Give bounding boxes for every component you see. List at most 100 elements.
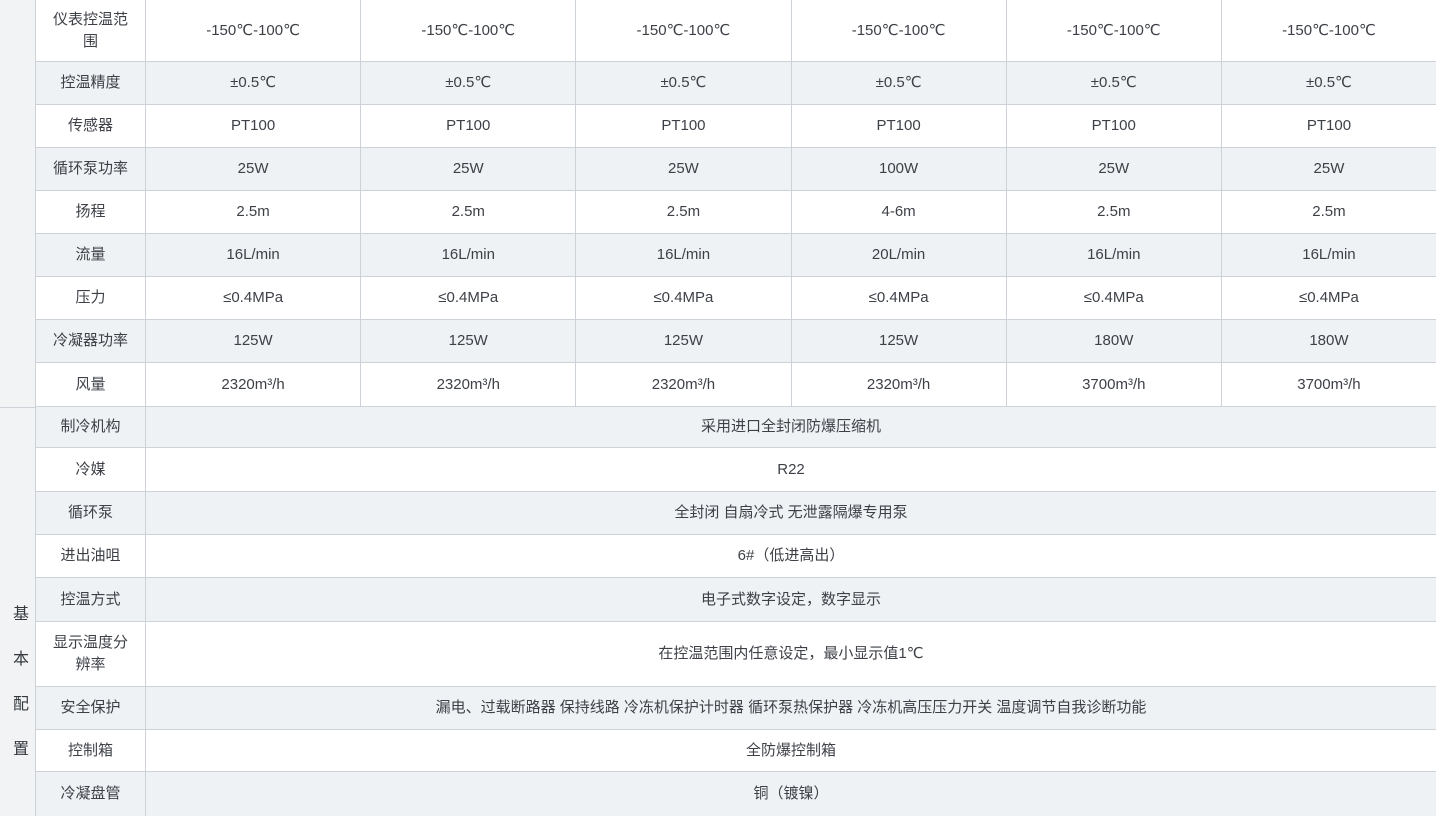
config-row-label: 显示温度分辨率 [36, 622, 146, 687]
spec-tables: 仪表控温范围 -150℃-100℃ -150℃-100℃ -150℃-100℃ -150… [36, 0, 1436, 816]
config-row: 冷媒 R22 [36, 448, 1436, 492]
left-section-strip-basic-config: 基本配置 [0, 407, 36, 816]
spec-row-label: 风量 [36, 363, 146, 407]
spec-value-cell: PT100 [146, 105, 362, 148]
spec-value-cell: 2320m³/h [791, 363, 1007, 407]
spec-value-cell: 2.5m [1221, 191, 1436, 234]
spec-row-label: 冷凝器功率 [36, 320, 146, 363]
config-value-cell: R22 [146, 448, 1436, 492]
spec-value-cell: 2320m³/h [576, 363, 792, 407]
spec-row-label: 压力 [36, 277, 146, 320]
config-value-cell: 采用进口全封闭防爆压缩机 [146, 407, 1436, 448]
config-row: 循环泵 全封闭 自扇冷式 无泄露隔爆专用泵 [36, 492, 1436, 535]
spec-value-cell: 2.5m [576, 191, 792, 234]
spec-row-label: 流量 [36, 234, 146, 277]
spec-value-cell: 3700m³/h [1006, 363, 1222, 407]
config-row-label: 安全保护 [36, 687, 146, 730]
spec-value-cell: 16L/min [576, 234, 792, 277]
spec-value-cell: 180W [1006, 320, 1222, 363]
spec-value-cell: ≤0.4MPa [146, 277, 362, 320]
spec-value-cell: -150℃-100℃ [1221, 0, 1436, 62]
spec-row: 仪表控温范围 -150℃-100℃ -150℃-100℃ -150℃-100℃ -150… [36, 0, 1436, 62]
spec-value-cell: PT100 [1221, 105, 1436, 148]
spec-value-cell: ±0.5℃ [576, 62, 792, 105]
config-row-label: 冷媒 [36, 448, 146, 492]
config-row-label: 冷凝盘管 [36, 772, 146, 816]
spec-value-cell: ±0.5℃ [361, 62, 577, 105]
spec-value-cell: -150℃-100℃ [361, 0, 577, 62]
spec-row-label: 仪表控温范围 [36, 0, 146, 62]
config-row-label: 循环泵 [36, 492, 146, 535]
config-row: 制冷机构 采用进口全封闭防爆压缩机 [36, 407, 1436, 448]
spec-value-cell: 2.5m [1006, 191, 1222, 234]
config-row-label: 控温方式 [36, 578, 146, 622]
spec-value-cell: 2.5m [361, 191, 577, 234]
spec-value-cell: ≤0.4MPa [361, 277, 577, 320]
config-value-cell: 全防爆控制箱 [146, 730, 1436, 772]
spec-value-cell: 125W [576, 320, 792, 363]
spec-value-cell: 25W [1221, 148, 1436, 191]
basic-config-table: 制冷机构 采用进口全封闭防爆压缩机 冷媒 R22 循环泵 全封闭 自扇冷式 无泄露隔爆专用… [36, 407, 1436, 816]
spec-value-cell: 100W [791, 148, 1007, 191]
spec-row-label: 传感器 [36, 105, 146, 148]
config-value-cell: 6#（低进高出） [146, 535, 1436, 578]
config-value-cell: 漏电、过载断路器 保持线路 冷冻机保护计时器 循环泵热保护器 冷冻机高压压力开关… [146, 687, 1436, 730]
config-row: 显示温度分辨率 在控温范围内任意设定，最小显示值1℃ [36, 622, 1436, 687]
config-row-label: 控制箱 [36, 730, 146, 772]
spec-row: 循环泵功率 25W 25W 25W 100W 25W 25W [36, 148, 1436, 191]
spec-value-cell: 25W [361, 148, 577, 191]
spec-value-cell: PT100 [576, 105, 792, 148]
spec-value-cell: ±0.5℃ [1221, 62, 1436, 105]
spec-value-cell: 25W [576, 148, 792, 191]
spec-value-cell: 25W [1006, 148, 1222, 191]
config-value-cell: 全封闭 自扇冷式 无泄露隔爆专用泵 [146, 492, 1436, 535]
spec-value-cell: 16L/min [1221, 234, 1436, 277]
config-row-label: 进出油咀 [36, 535, 146, 578]
spec-value-cell: ±0.5℃ [146, 62, 362, 105]
spec-value-cell: 125W [146, 320, 362, 363]
spec-value-cell: 2320m³/h [146, 363, 362, 407]
left-section-strip-top [0, 0, 36, 407]
spec-value-cell: 16L/min [146, 234, 362, 277]
section-label-basic-config: 基本配置 [10, 605, 27, 785]
spec-row-label: 控温精度 [36, 62, 146, 105]
spec-value-cell: ≤0.4MPa [576, 277, 792, 320]
config-row: 控制箱 全防爆控制箱 [36, 730, 1436, 772]
config-row-label: 制冷机构 [36, 407, 146, 448]
spec-value-cell: ≤0.4MPa [791, 277, 1007, 320]
spec-row-label: 循环泵功率 [36, 148, 146, 191]
spec-value-cell: 3700m³/h [1221, 363, 1436, 407]
spec-value-cell: 16L/min [361, 234, 577, 277]
spec-row: 控温精度 ±0.5℃ ±0.5℃ ±0.5℃ ±0.5℃ ±0.5℃ ±0.5℃ [36, 62, 1436, 105]
spec-value-cell: 2.5m [146, 191, 362, 234]
spec-value-cell: 180W [1221, 320, 1436, 363]
config-value-cell: 铜（镀镍） [146, 772, 1436, 816]
spec-value-cell: -150℃-100℃ [1006, 0, 1222, 62]
spec-row: 压力 ≤0.4MPa ≤0.4MPa ≤0.4MPa ≤0.4MPa ≤0.4MPa ≤0.… [36, 277, 1436, 320]
spec-value-cell: 4-6m [791, 191, 1007, 234]
technical-spec-table: 仪表控温范围 -150℃-100℃ -150℃-100℃ -150℃-100℃ -150… [36, 0, 1436, 407]
spec-value-cell: ±0.5℃ [1006, 62, 1222, 105]
spec-row: 传感器 PT100 PT100 PT100 PT100 PT100 PT100 [36, 105, 1436, 148]
spec-value-cell: 16L/min [1006, 234, 1222, 277]
spec-value-cell: -150℃-100℃ [791, 0, 1007, 62]
spec-value-cell: 25W [146, 148, 362, 191]
config-row: 控温方式 电子式数字设定，数字显示 [36, 578, 1436, 622]
spec-row: 流量 16L/min 16L/min 16L/min 20L/min 16L/min 16L… [36, 234, 1436, 277]
spec-value-cell: ≤0.4MPa [1221, 277, 1436, 320]
spec-value-cell: PT100 [791, 105, 1007, 148]
spec-row: 扬程 2.5m 2.5m 2.5m 4-6m 2.5m 2.5m [36, 191, 1436, 234]
config-value-cell: 电子式数字设定，数字显示 [146, 578, 1436, 622]
spec-value-cell: 125W [791, 320, 1007, 363]
spec-value-cell: 20L/min [791, 234, 1007, 277]
spec-row-label: 扬程 [36, 191, 146, 234]
spec-value-cell: -150℃-100℃ [146, 0, 362, 62]
config-row: 冷凝盘管 铜（镀镍） [36, 772, 1436, 816]
spec-value-cell: 125W [361, 320, 577, 363]
config-value-cell: 在控温范围内任意设定，最小显示值1℃ [146, 622, 1436, 687]
spec-value-cell: PT100 [361, 105, 577, 148]
spec-row: 风量 2320m³/h 2320m³/h 2320m³/h 2320m³/h 3700m³… [36, 363, 1436, 407]
spec-value-cell: 2320m³/h [361, 363, 577, 407]
config-row: 进出油咀 6#（低进高出） [36, 535, 1436, 578]
spec-value-cell: ≤0.4MPa [1006, 277, 1222, 320]
